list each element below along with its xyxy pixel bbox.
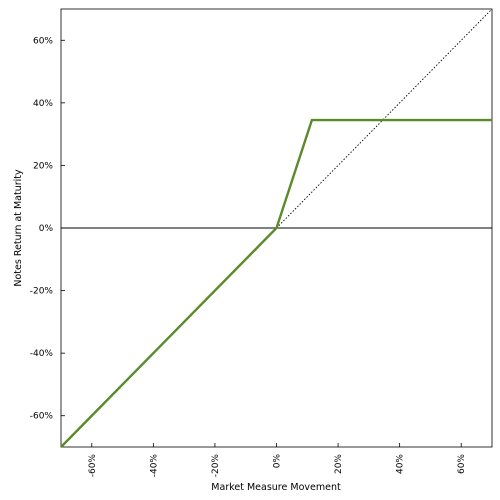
reference-diagonal-line bbox=[276, 8, 493, 229]
y-tick-label: -20% bbox=[30, 287, 54, 297]
plot-layer: -60% -40% -20% 0% 20% 40% 60% -60% -40% -20% 0% 20%… bbox=[30, 8, 493, 478]
x-tick-label: -20% bbox=[211, 454, 221, 478]
notes-return-line bbox=[60, 118, 492, 448]
x-tick-label: -60% bbox=[88, 454, 98, 478]
x-tick-label: 60% bbox=[457, 454, 467, 474]
y-tick-label: 0% bbox=[39, 224, 54, 234]
x-tick-label: 20% bbox=[334, 454, 344, 474]
x-tick-label: 0% bbox=[273, 454, 283, 469]
x-tick-label: -40% bbox=[149, 454, 159, 478]
y-tick-label: 60% bbox=[33, 36, 53, 46]
y-tick-label: -40% bbox=[30, 349, 54, 359]
y-tick-label: 40% bbox=[33, 99, 53, 109]
y-tick-label: 20% bbox=[33, 161, 53, 171]
y-axis-title: Notes Return at Maturity bbox=[13, 169, 24, 287]
x-tick-label: 40% bbox=[396, 454, 406, 474]
x-axis-title: Market Measure Movement bbox=[211, 482, 341, 493]
y-tick-label: -60% bbox=[30, 412, 54, 422]
